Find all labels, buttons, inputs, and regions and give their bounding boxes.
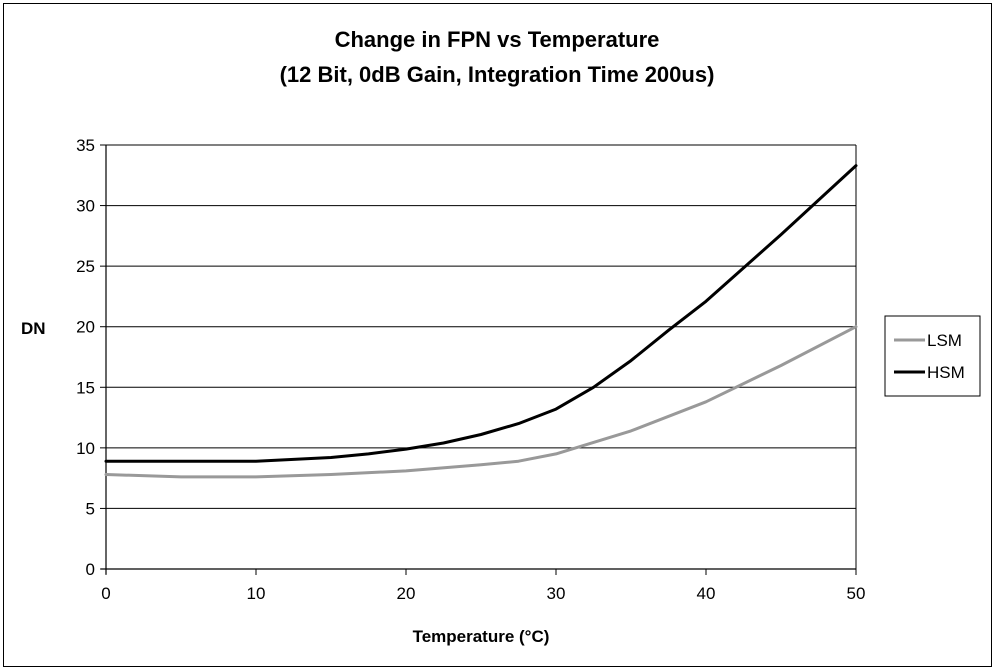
x-tick-label-3: 30 <box>547 584 566 603</box>
y-tick-label-6: 30 <box>76 197 95 216</box>
x-tick-label-1: 10 <box>247 584 266 603</box>
x-tick-label-2: 20 <box>397 584 416 603</box>
gridlines <box>106 144 857 569</box>
y-tick-label-5: 25 <box>76 257 95 276</box>
axes <box>100 144 857 575</box>
series-line-hsm <box>104 164 858 463</box>
x-tick-label-5: 50 <box>847 584 866 603</box>
legend-box <box>884 315 981 397</box>
legend: LSM HSM <box>884 315 981 397</box>
legend-label-hsm: HSM <box>927 363 965 382</box>
legend-label-lsm: LSM <box>927 331 962 350</box>
chart-subtitle: (12 Bit, 0dB Gain, Integration Time 200u… <box>280 62 715 87</box>
chart-title: Change in FPN vs Temperature <box>335 27 660 52</box>
y-tick-label-3: 15 <box>76 378 95 397</box>
plot-background <box>106 145 856 569</box>
y-tick-label-2: 10 <box>76 439 95 458</box>
x-tick-label-4: 40 <box>697 584 716 603</box>
y-tick-label-7: 35 <box>76 136 95 155</box>
x-axis-label: Temperature (°C) <box>413 627 550 646</box>
series-lines <box>104 164 858 479</box>
plot-area <box>106 145 856 569</box>
x-tick-labels: 0 10 20 30 40 50 <box>101 584 865 603</box>
y-tick-label-0: 0 <box>86 560 95 579</box>
y-axis-label: DN <box>21 319 46 338</box>
series-line-lsm <box>104 325 858 479</box>
x-tick-label-0: 0 <box>101 584 110 603</box>
y-tick-labels: 0 5 10 15 20 25 30 35 <box>76 136 95 579</box>
y-tick-label-1: 5 <box>86 499 95 518</box>
y-tick-label-4: 20 <box>76 318 95 337</box>
